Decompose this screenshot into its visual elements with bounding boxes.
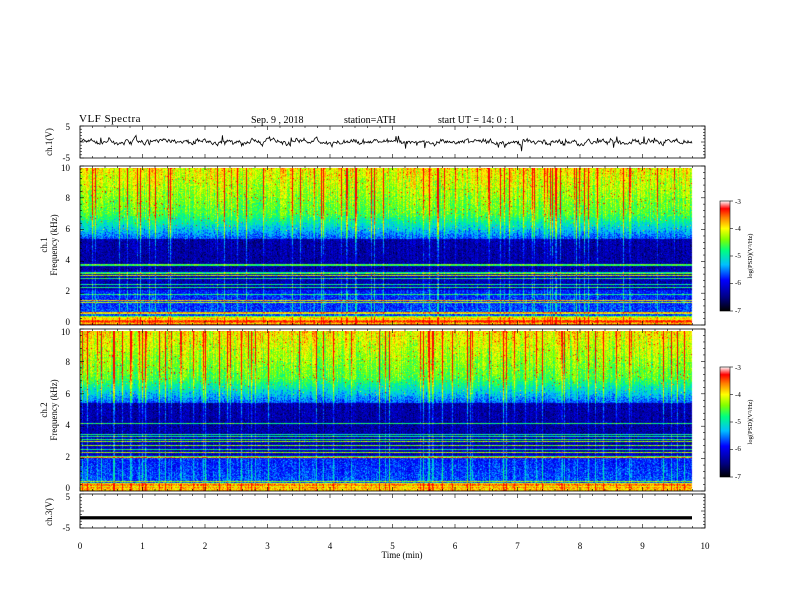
ch1-waveform-line: [79, 134, 693, 152]
cb1-tick-m6: -6: [735, 279, 741, 287]
date-label: Sep. 9 , 2018: [251, 115, 304, 126]
figure-title: VLF Spectra: [79, 113, 142, 125]
cb1-tick-m5: -5: [735, 252, 741, 260]
cb1-tick-m4: -4: [735, 225, 741, 233]
spec1-ytick-4: 4: [66, 255, 71, 265]
xtick-5: 5: [390, 541, 395, 551]
spec1-channel-label: ch.1: [39, 237, 49, 252]
spec2-ytick-8: 8: [66, 357, 71, 367]
spec2-ytick-0: 0: [66, 483, 71, 493]
ch1-spectrogram: [80, 168, 694, 325]
xtick-6: 6: [453, 541, 458, 551]
cb1-tick-m3: -3: [735, 198, 741, 206]
ch1-ylabel: ch.1(V): [44, 128, 54, 156]
cb2-label: log(PSD)(V²/Hz): [747, 400, 754, 445]
spec2-channel-label: ch.2: [39, 402, 49, 417]
ch1-panel-frame: [79, 125, 706, 159]
xtick-3: 3: [265, 541, 270, 551]
ch3-waveform-line: [80, 516, 692, 520]
spec2-ytick-6: 6: [66, 389, 71, 399]
ch2-spectrogram: [80, 331, 694, 491]
xtick-8: 8: [578, 541, 583, 551]
cb2-tick-m5: -5: [735, 418, 741, 426]
spec1-ytick-2: 2: [66, 286, 71, 296]
xtick-0: 0: [78, 541, 83, 551]
spec1-ylabel: Frequency (kHz): [49, 214, 59, 275]
cb2-tick-m3: -3: [735, 364, 741, 372]
spec2-ylabel: Frequency (kHz): [49, 379, 59, 440]
spec1-ytick-10: 10: [61, 163, 71, 173]
ch3-ytick-bottom: -5: [63, 523, 71, 533]
spec2-ytick-4: 4: [66, 420, 71, 430]
ch3-ytick-top: 5: [66, 492, 71, 502]
ch1-ytick-top: 5: [66, 122, 71, 132]
cb1-label: log(PSD)(V²/Hz): [747, 234, 754, 279]
cb2-tick-m4: -4: [735, 391, 741, 399]
spec1-ytick-8: 8: [66, 193, 71, 203]
spec1-ytick-6: 6: [66, 224, 71, 234]
spec2-ytick-10: 10: [61, 327, 71, 337]
start-time-label: start UT = 14: 0 : 1: [438, 115, 515, 126]
station-label: station=ATH: [344, 115, 396, 126]
colorbar-1: [719, 200, 731, 312]
spec1-ytick-0: 0: [66, 317, 71, 327]
cb2-tick-m6: -6: [735, 445, 741, 453]
xtick-1: 1: [140, 541, 145, 551]
ch3-panel-frame: [79, 493, 706, 529]
cb2-tick-m7: -7: [735, 473, 741, 481]
colorbar-2: [719, 366, 731, 478]
xtick-2: 2: [203, 541, 208, 551]
xtick-7: 7: [515, 541, 520, 551]
xtick-10: 10: [701, 541, 711, 551]
spec2-ytick-2: 2: [66, 452, 71, 462]
x-axis-label: Time (min): [382, 550, 423, 560]
cb1-tick-m7: -7: [735, 307, 741, 315]
axis-ticks: [79, 125, 733, 529]
ch1-ytick-bottom: -5: [63, 153, 71, 163]
xtick-4: 4: [328, 541, 333, 551]
xtick-9: 9: [640, 541, 645, 551]
ch3-ylabel: ch.3(V): [44, 498, 54, 526]
